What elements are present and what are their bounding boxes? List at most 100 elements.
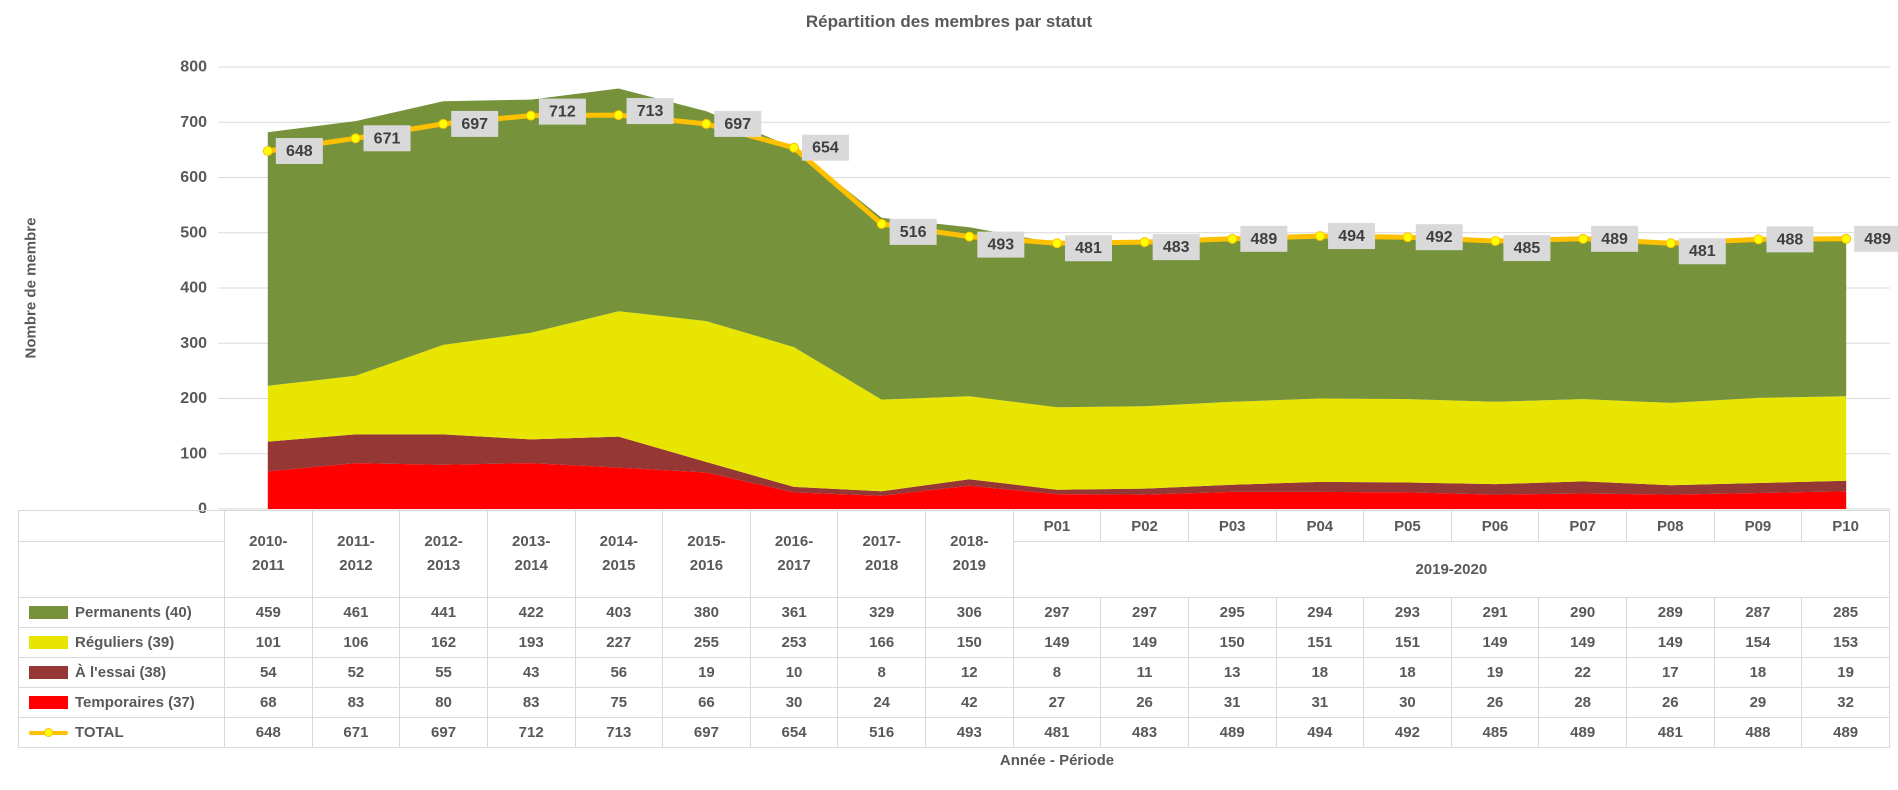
- value-cell: 11: [1100, 657, 1189, 688]
- year-header-cell: 2015- 2016: [662, 510, 751, 598]
- total-data-label-bg: [977, 231, 1025, 258]
- value-cell: 361: [749, 597, 839, 628]
- period-header-cell: P04: [1275, 509, 1365, 543]
- value-cell: 18: [1275, 657, 1365, 688]
- value-cell: 18: [1713, 657, 1803, 688]
- legend-swatch-icon: [29, 606, 68, 619]
- total-marker: [788, 142, 799, 153]
- year-header-cell: 2012- 2013: [399, 510, 488, 598]
- value-cell: 403: [574, 597, 664, 628]
- series-row-permanents-40: Permanents (40) 459 461 441 422 403 380 361 329 3…: [18, 597, 1890, 628]
- total-marker: [1665, 238, 1676, 249]
- year-header-cell: 2014- 2015: [574, 510, 664, 598]
- value-cell: 712: [486, 717, 576, 748]
- series-row-reguliers-39: Réguliers (39) 101 106 162 193 227 255 253 166 15…: [18, 627, 1890, 658]
- period-header-cell: P08: [1626, 509, 1715, 543]
- period-header-cell: P01: [1012, 509, 1102, 543]
- value-cell: 17: [1626, 657, 1715, 688]
- total-data-label: 481: [1075, 240, 1102, 257]
- value-cell: 481: [1012, 717, 1102, 748]
- total-data-label-bg: [1503, 235, 1551, 262]
- total-data-label: 516: [900, 224, 927, 241]
- value-cell: 697: [399, 717, 488, 748]
- value-cell: 10: [749, 657, 839, 688]
- total-data-label-bg: [275, 137, 323, 164]
- value-cell: 481: [1626, 717, 1715, 748]
- value-cell: 26: [1450, 687, 1540, 718]
- year-group-cell: 2019-2020: [1012, 541, 1891, 598]
- value-cell: 8: [1012, 657, 1102, 688]
- value-cell: 149: [1100, 627, 1189, 658]
- value-cell: 22: [1538, 657, 1627, 688]
- total-data-label-bg: [1854, 225, 1898, 252]
- year-header-cell: 2011- 2012: [311, 510, 401, 598]
- value-cell: 30: [1363, 687, 1452, 718]
- total-marker: [1578, 233, 1589, 244]
- legend-cell: Permanents (40): [18, 597, 225, 628]
- total-data-label: 671: [374, 130, 401, 147]
- year-header-cell: 2018- 2019: [925, 510, 1014, 598]
- value-cell: 83: [311, 687, 401, 718]
- y-tick-label: 500: [180, 224, 207, 241]
- total-data-label-bg: [1766, 226, 1814, 253]
- value-cell: 297: [1100, 597, 1189, 628]
- value-cell: 287: [1713, 597, 1803, 628]
- legend-key: Temporaires (37): [20, 689, 224, 717]
- legend-cell: TOTAL: [18, 717, 225, 748]
- value-cell: 43: [486, 657, 576, 688]
- value-cell: 31: [1275, 687, 1365, 718]
- area-reguliers-39: [267, 311, 1847, 492]
- value-cell: 149: [1538, 627, 1627, 658]
- legend-key: Réguliers (39): [20, 629, 224, 657]
- total-marker: [1315, 231, 1326, 242]
- value-cell: 149: [1626, 627, 1715, 658]
- total-marker: [438, 118, 449, 129]
- value-cell: 489: [1538, 717, 1627, 748]
- y-tick-label: 200: [180, 390, 207, 407]
- value-cell: 83: [486, 687, 576, 718]
- series-row-temporaires-37: Temporaires (37) 68 83 80 83 75 66 30 24 42 27 26 31…: [18, 687, 1890, 718]
- series-name: À l'essai (38): [75, 664, 167, 681]
- value-cell: 18: [1363, 657, 1452, 688]
- value-cell: 101: [224, 627, 313, 658]
- value-cell: 154: [1713, 627, 1803, 658]
- value-cell: 489: [1801, 717, 1890, 748]
- legend-key: Permanents (40): [20, 599, 224, 627]
- total-data-label: 654: [812, 140, 839, 157]
- total-data-label-bg: [1591, 225, 1639, 252]
- value-cell: 380: [662, 597, 751, 628]
- value-cell: 28: [1538, 687, 1627, 718]
- value-cell: 162: [399, 627, 488, 658]
- value-cell: 489: [1187, 717, 1277, 748]
- value-cell: 19: [662, 657, 751, 688]
- total-marker: [350, 133, 361, 144]
- period-header-cell: P09: [1713, 509, 1803, 543]
- total-data-label: 697: [724, 116, 751, 133]
- value-cell: 32: [1801, 687, 1890, 718]
- total-marker: [876, 218, 887, 229]
- total-data-label-bg: [363, 125, 411, 152]
- membership-stacked-area-chart: 0 100 200 300 400 500 600 700 800 648 671 697 712 713…: [180, 59, 1898, 513]
- value-cell: 150: [1187, 627, 1277, 658]
- value-cell: 493: [925, 717, 1014, 748]
- total-marker: [1490, 236, 1501, 247]
- value-cell: 52: [311, 657, 401, 688]
- value-cell: 294: [1275, 597, 1365, 628]
- value-cell: 66: [662, 687, 751, 718]
- value-cell: 106: [311, 627, 401, 658]
- year-header-cell: 2017- 2018: [837, 510, 926, 598]
- value-cell: 149: [1450, 627, 1540, 658]
- total-marker: [1052, 238, 1062, 249]
- value-cell: 227: [574, 627, 664, 658]
- value-cell: 671: [311, 717, 401, 748]
- total-data-label: 489: [1251, 231, 1278, 248]
- y-tick-label: 800: [180, 59, 207, 76]
- value-cell: 56: [574, 657, 664, 688]
- total-line-key-icon: [29, 726, 68, 739]
- total-data-label-bg: [801, 134, 849, 161]
- year-header-cell: 2016- 2017: [749, 510, 839, 598]
- value-cell: 151: [1363, 627, 1452, 658]
- value-cell: 483: [1100, 717, 1189, 748]
- total-marker: [1402, 232, 1413, 243]
- value-cell: 441: [399, 597, 488, 628]
